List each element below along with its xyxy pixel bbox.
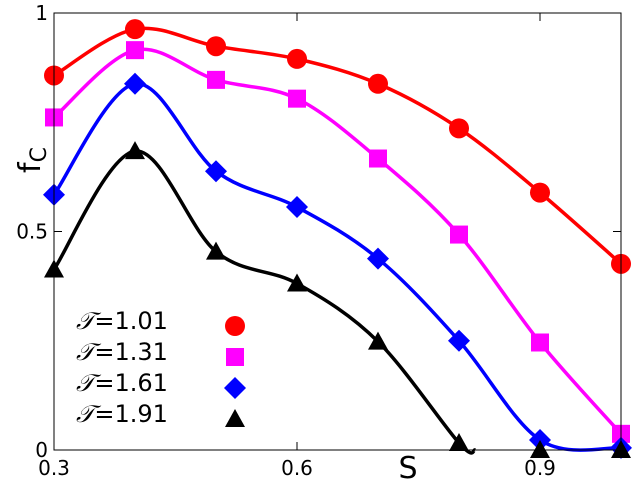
legend-value: =1.91 (94, 400, 168, 428)
series-markers (43, 19, 632, 459)
data-point-circle (287, 48, 307, 69)
data-point-circle (449, 118, 469, 139)
x-axis-label: S (398, 451, 417, 480)
y-axis-label: fC (13, 147, 52, 173)
x-tick-label: 0.9 (524, 456, 556, 480)
data-point-diamond (448, 329, 470, 352)
data-point-square (450, 225, 468, 244)
legend-value: =1.31 (94, 338, 168, 366)
legend-marker-triangle (225, 409, 245, 427)
data-point-triangle (368, 331, 388, 350)
y-tick-label: 1 (35, 1, 48, 25)
y-tick-label: 0.5 (16, 220, 48, 244)
x-tick-label: 0.6 (281, 456, 313, 480)
legend-marker-diamond (224, 377, 246, 399)
y-axis-label-main: f (13, 161, 48, 173)
axis-ticks: 0.3 0.6 0.9 0 0.5 1 (16, 1, 621, 480)
data-point-square (369, 149, 387, 168)
x-axis-title: S (398, 451, 417, 480)
data-point-square (531, 333, 549, 352)
data-point-square (126, 41, 144, 60)
legend: 𝒯=1.01 𝒯=1.31 𝒯=1.61 𝒯=1.91 (76, 307, 246, 428)
data-point-diamond (205, 160, 227, 183)
data-point-triangle (287, 273, 307, 292)
data-point-triangle (449, 433, 469, 452)
data-point-diamond (124, 72, 146, 95)
data-point-square (288, 89, 306, 108)
data-point-diamond (286, 196, 308, 219)
data-point-circle (368, 73, 388, 94)
data-point-circle (125, 19, 145, 40)
legend-marker-square (226, 348, 244, 366)
data-point-circle (206, 36, 226, 57)
data-point-triangle (206, 241, 226, 260)
legend-label: 𝒯=1.91 (76, 400, 168, 428)
x-tick-label: 0.3 (38, 456, 70, 480)
legend-label: 𝒯=1.01 (76, 307, 168, 335)
y-axis-label-subscript: C (27, 147, 52, 162)
legend-marker-circle (225, 316, 245, 336)
legend-value: =1.01 (94, 307, 168, 335)
legend-label: 𝒯=1.61 (76, 369, 168, 397)
legend-value: =1.61 (94, 369, 168, 397)
data-point-triangle (125, 141, 145, 160)
data-point-square (207, 70, 225, 89)
legend-label: 𝒯=1.31 (76, 338, 168, 366)
data-point-circle (530, 182, 550, 203)
data-point-diamond (529, 428, 551, 451)
data-point-diamond (367, 247, 389, 270)
y-tick-label: 0 (35, 438, 48, 462)
y-axis-title: fC (13, 147, 52, 173)
